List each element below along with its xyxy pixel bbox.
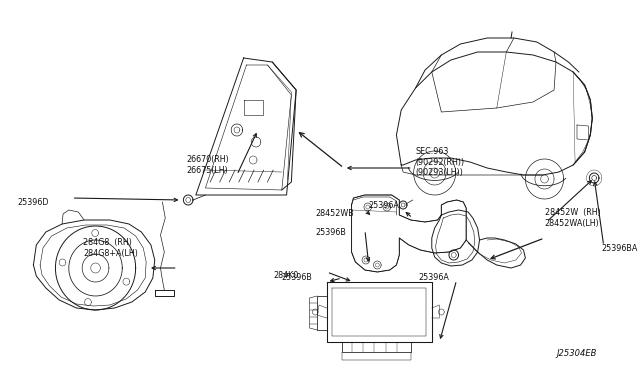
Text: 25396B: 25396B xyxy=(316,228,346,237)
Text: 284K0: 284K0 xyxy=(273,270,298,279)
Text: 25396A: 25396A xyxy=(419,273,449,282)
Text: J25304EB: J25304EB xyxy=(557,349,597,358)
Text: SEC.963
(90292(RH))
(90293(LH)): SEC.963 (90292(RH)) (90293(LH)) xyxy=(415,147,465,177)
Text: 28452WB: 28452WB xyxy=(316,208,354,218)
Text: 284G8  (RH)
284G8+A(LH): 284G8 (RH) 284G8+A(LH) xyxy=(83,238,138,258)
Text: 25396A: 25396A xyxy=(369,201,399,209)
Text: 28452W  (RH)
28452WA(LH): 28452W (RH) 28452WA(LH) xyxy=(545,208,600,228)
Text: 25396BA: 25396BA xyxy=(602,244,638,253)
Text: 25396D: 25396D xyxy=(17,198,49,206)
Text: 25396B: 25396B xyxy=(282,273,313,282)
Text: 26670(RH)
26675(LH): 26670(RH) 26675(LH) xyxy=(186,155,229,175)
